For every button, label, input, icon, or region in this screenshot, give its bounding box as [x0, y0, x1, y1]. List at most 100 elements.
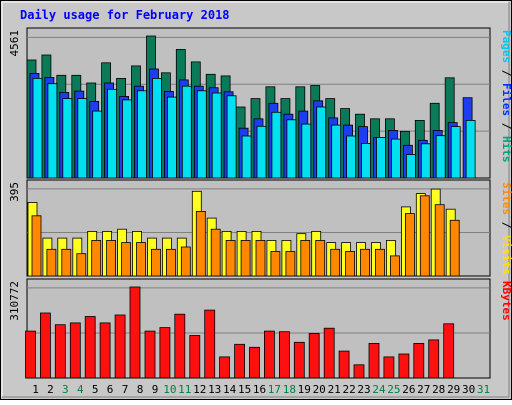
x-tick-label-day-9: 9 [152, 383, 159, 396]
x-tick-label-day-27: 27 [417, 383, 430, 396]
bar-kbytes-kbytes-day-13 [204, 309, 216, 379]
bar-visits-sites-day-19 [300, 239, 311, 277]
bar-visits-sites-day-6 [106, 239, 116, 277]
bar-kbytes-kbytes-day-14 [219, 356, 231, 379]
panel-visits-legend: Sites / Visits [500, 182, 512, 275]
bar-visits-sites-day-28 [434, 204, 445, 277]
x-tick-label-day-17: 17 [268, 383, 281, 396]
bar-hits-pages-day-12 [196, 90, 207, 179]
bar-hits-pages-day-18 [286, 119, 297, 179]
bar-hits-pages-day-19 [301, 123, 312, 179]
bar-visits-sites-day-29 [449, 219, 460, 277]
x-tick-label-day-22: 22 [342, 383, 355, 396]
bar-kbytes-kbytes-day-5 [84, 316, 96, 379]
legend-entry-hits-4: Hits [500, 136, 512, 163]
bar-kbytes-kbytes-day-19 [293, 341, 305, 379]
bar-visits-sites-day-16 [255, 239, 266, 277]
x-tick-label-day-28: 28 [432, 383, 445, 396]
bar-visits-sites-day-13 [210, 228, 221, 277]
bar-visits-sites-day-18 [285, 251, 296, 277]
bar-visits-sites-day-23 [360, 248, 370, 277]
x-tick-label-day-2: 2 [47, 383, 54, 396]
bar-visits-sites-day-8 [136, 242, 146, 277]
bar-hits-pages-day-17 [271, 111, 282, 179]
bar-visits-sites-day-20 [315, 239, 326, 277]
x-tick-label-day-20: 20 [313, 383, 326, 396]
chart-title: Daily usage for February 2018 [20, 8, 230, 22]
bar-visits-sites-day-3 [61, 248, 72, 277]
x-tick-label-day-5: 5 [92, 383, 99, 396]
bar-visits-sites-day-2 [46, 248, 57, 277]
bar-hits-pages-day-23 [361, 142, 371, 179]
bar-kbytes-kbytes-day-23 [353, 364, 365, 379]
legend-entry-visits-0: Sites [500, 182, 512, 215]
bar-kbytes-kbytes-day-7 [114, 314, 126, 379]
x-tick-label-day-30: 30 [462, 383, 475, 396]
bar-visits-sites-day-26 [404, 213, 415, 277]
bar-kbytes-kbytes-day-17 [263, 330, 275, 379]
bar-kbytes-kbytes-day-25 [383, 356, 395, 379]
bar-visits-sites-day-11 [180, 246, 191, 277]
x-tick-label-day-21: 21 [328, 383, 341, 396]
bar-hits-pages-day-14 [226, 95, 237, 179]
panel-hits-ymax-label: 4561 [8, 30, 21, 57]
x-tick-label-day-7: 7 [122, 383, 129, 396]
bar-kbytes-kbytes-day-21 [323, 327, 335, 379]
x-tick-label-day-24: 24 [372, 383, 386, 396]
bar-visits-sites-day-1 [31, 215, 42, 277]
bar-kbytes-kbytes-day-18 [278, 331, 290, 379]
panel-hits-legend: Pages / Files / Hits [500, 30, 512, 163]
x-tick-label-day-1: 1 [32, 383, 39, 396]
x-tick-label-day-10: 10 [163, 383, 176, 396]
bar-visits-sites-day-9 [151, 248, 161, 277]
bar-hits-pages-day-9 [152, 78, 162, 179]
x-tick-label-day-31: 31 [477, 383, 490, 396]
bar-kbytes-kbytes-day-3 [54, 324, 66, 379]
bar-visits-sites-day-22 [345, 251, 356, 277]
x-tick-label-day-29: 29 [447, 383, 460, 396]
x-tick-label-day-25: 25 [387, 383, 400, 396]
bar-kbytes-kbytes-day-22 [338, 350, 350, 379]
x-tick-label-day-11: 11 [178, 383, 191, 396]
x-tick-label-day-19: 19 [298, 383, 311, 396]
bar-visits-sites-day-25 [389, 255, 400, 277]
x-tick-label-day-26: 26 [402, 383, 415, 396]
x-tick-label-day-13: 13 [208, 383, 221, 396]
x-tick-label-day-14: 14 [223, 383, 237, 396]
legend-entry-visits-2: Visits [500, 235, 512, 275]
bar-kbytes-kbytes-day-4 [69, 322, 81, 379]
bar-visits-sites-day-12 [195, 210, 206, 277]
bar-kbytes-kbytes-day-12 [189, 335, 201, 379]
panels-group: 4561 Pages / Files / Hits 395 Sites / Visit… [8, 27, 512, 379]
bar-hits-pages-day-21 [331, 124, 342, 179]
bar-hits-pages-day-11 [181, 85, 192, 179]
bar-hits-pages-day-8 [137, 90, 147, 179]
legend-entry-visits-1: / [500, 215, 512, 235]
bar-kbytes-kbytes-day-9 [144, 330, 156, 379]
bar-kbytes-kbytes-day-20 [308, 333, 320, 379]
bar-hits-pages-day-29 [450, 126, 461, 179]
x-tick-label-day-3: 3 [62, 383, 69, 396]
x-tick-label-day-8: 8 [137, 383, 144, 396]
bar-visits-sites-day-10 [165, 248, 176, 277]
bar-kbytes-kbytes-day-28 [428, 339, 440, 379]
bar-visits-sites-day-15 [240, 239, 251, 277]
bar-kbytes-kbytes-day-16 [249, 346, 260, 379]
bar-hits-pages-day-30 [465, 120, 476, 179]
x-tick-label-day-16: 16 [253, 383, 266, 396]
bar-hits-pages-day-2 [47, 83, 58, 179]
bar-visits-sites-day-17 [270, 251, 281, 277]
bar-kbytes-kbytes-day-2 [40, 312, 51, 379]
bar-hits-pages-day-24 [376, 137, 386, 179]
bar-visits-sites-day-14 [225, 239, 236, 277]
bar-kbytes-kbytes-day-27 [413, 342, 425, 379]
bar-kbytes-kbytes-day-1 [25, 330, 36, 379]
bar-hits-pages-day-26 [405, 154, 416, 179]
bar-hits-pages-day-20 [316, 106, 327, 179]
x-tick-label-day-15: 15 [238, 383, 251, 396]
bar-hits-pages-day-13 [211, 92, 222, 179]
legend-entry-kbytes-0: KBytes [500, 281, 512, 321]
x-tick-label-day-4: 4 [77, 383, 84, 396]
x-tick-label-day-18: 18 [283, 383, 296, 396]
